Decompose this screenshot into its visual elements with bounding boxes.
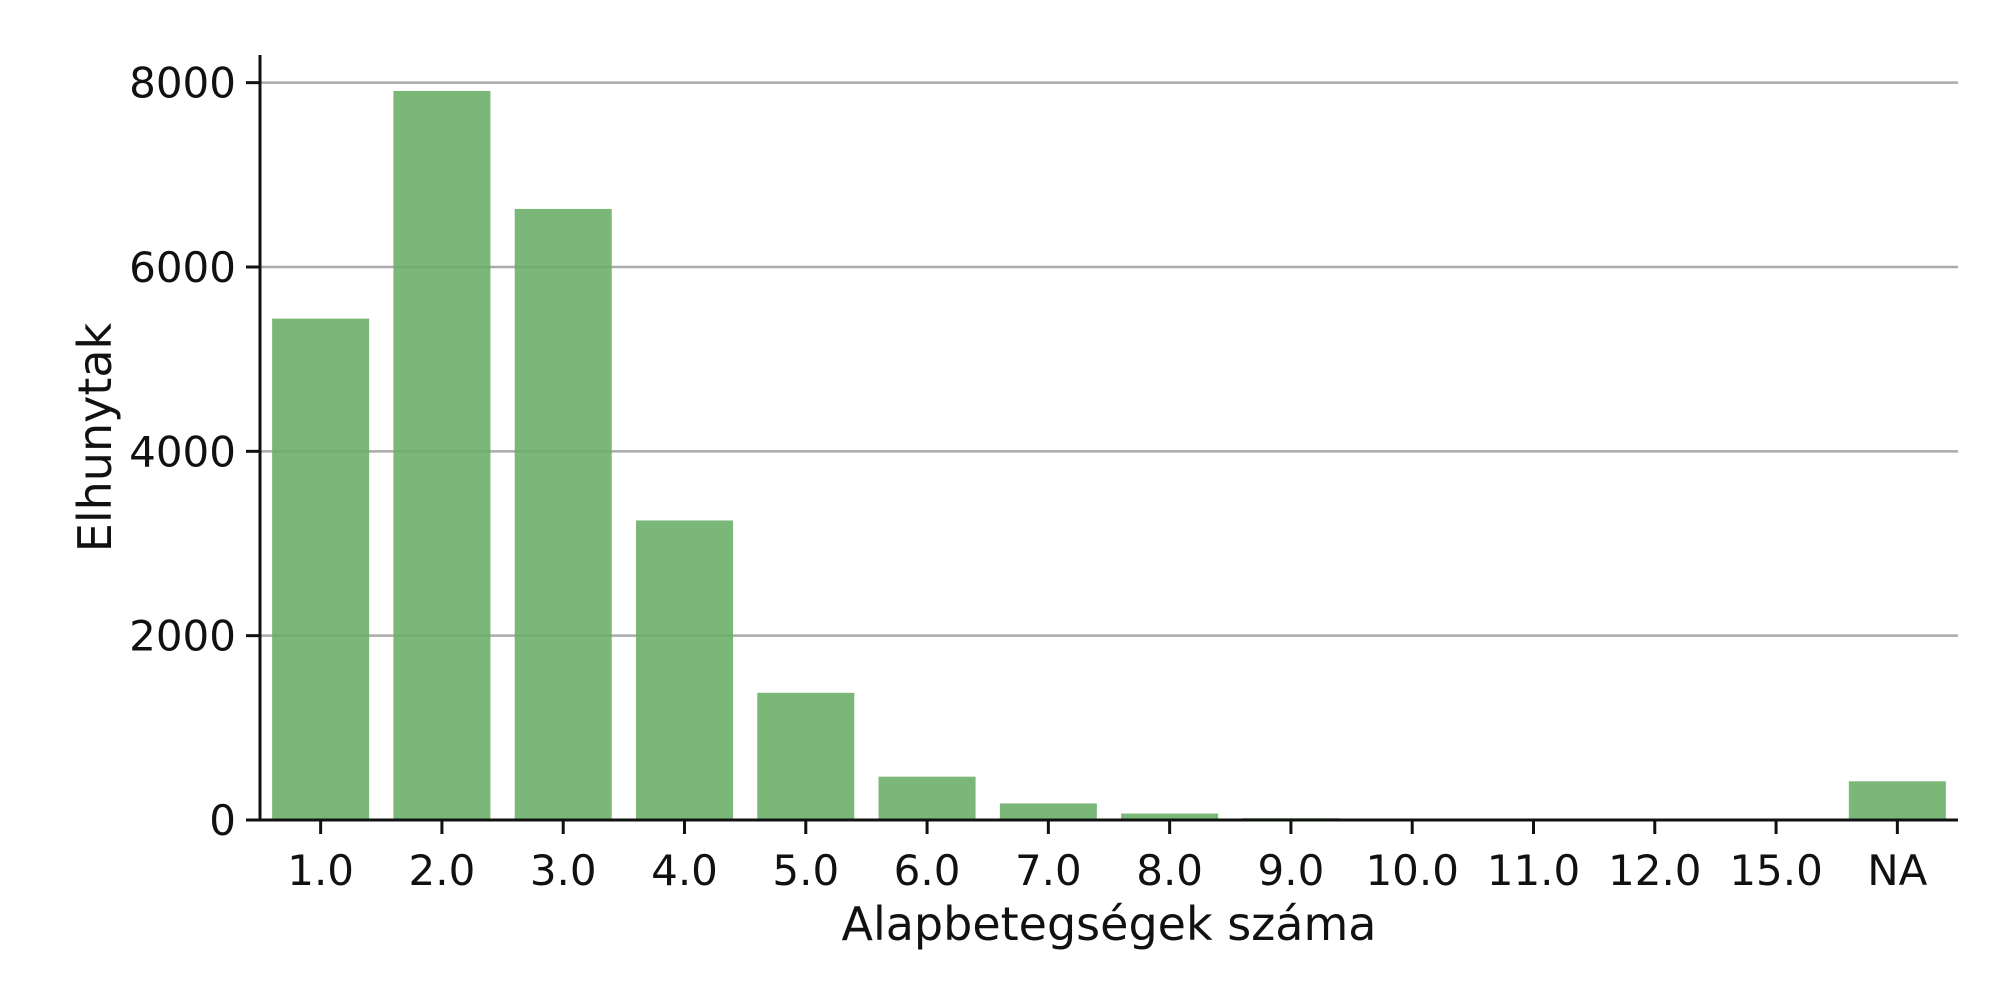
x-axis-title: Alapbetegségek száma: [842, 897, 1377, 951]
bar-2.0: [393, 90, 491, 820]
x-tick-label-8.0: 8.0: [1136, 846, 1203, 895]
x-tick-label-3.0: 3.0: [530, 846, 597, 895]
bar-1.0: [272, 318, 370, 820]
bar-3.0: [514, 208, 612, 820]
x-ticks: 1.0 2.0 3.0 4.0 5.0 6.0 7.0 8.0 9.0 10.0 11.0 12.0 1…: [287, 820, 1928, 895]
bar-6.0: [878, 776, 976, 820]
y-tick-label-2000: 2000: [129, 612, 236, 661]
x-tick-label-9.0: 9.0: [1258, 846, 1325, 895]
x-tick-label-1.0: 1.0: [287, 846, 354, 895]
y-tick-label-4000: 4000: [129, 427, 236, 476]
x-tick-label-15.0: 15.0: [1729, 846, 1823, 895]
x-tick-label-11.0: 11.0: [1487, 846, 1581, 895]
x-tick-label-7.0: 7.0: [1015, 846, 1082, 895]
x-tick-label-12.0: 12.0: [1608, 846, 1702, 895]
x-tick-label-5.0: 5.0: [772, 846, 839, 895]
y-axis-title: Elhunytak: [68, 322, 122, 552]
x-tick-label-2.0: 2.0: [409, 846, 476, 895]
bar-7.0: [999, 803, 1097, 820]
x-tick-label-NA: NA: [1867, 846, 1927, 895]
bars: [272, 90, 1946, 820]
y-ticks: 0 2000 4000 6000 8000: [129, 59, 260, 845]
x-tick-label-4.0: 4.0: [651, 846, 718, 895]
bar-4.0: [635, 520, 734, 820]
bar-5.0: [757, 692, 855, 820]
bar-NA: [1848, 781, 1946, 820]
y-tick-label-0: 0: [209, 796, 236, 845]
x-tick-label-6.0: 6.0: [894, 846, 961, 895]
x-tick-label-10.0: 10.0: [1365, 846, 1459, 895]
bar-8.0: [1121, 813, 1219, 820]
y-tick-label-6000: 6000: [129, 243, 236, 292]
y-tick-label-8000: 8000: [129, 59, 236, 108]
